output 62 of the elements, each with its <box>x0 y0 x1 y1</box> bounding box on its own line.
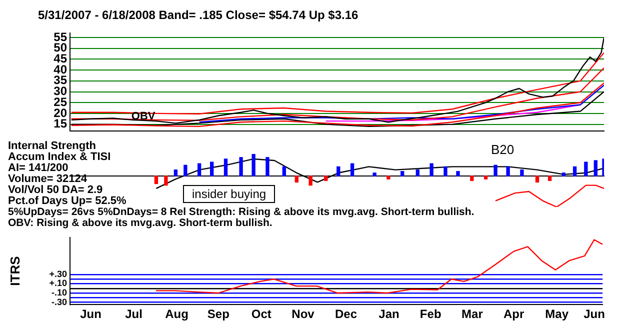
text: OBV: Rising & above its mvg.avg. Short-term bullish. <box>8 217 274 229</box>
annotation: 5%UpDays= 26vs 5%DnDays= 8 Rel Strength: Rising & above its mvg.avg. Short-term bullish. <box>8 206 476 218</box>
annotation: Pct.of Days Up= 52.5% <box>8 195 126 207</box>
bar <box>506 166 510 176</box>
annotation: insider buying <box>183 185 276 203</box>
bar <box>456 171 460 176</box>
x-tick-label: Apr <box>503 307 524 322</box>
bar <box>198 163 202 176</box>
bar <box>444 166 448 176</box>
x-tick-label: Sep <box>207 307 230 322</box>
x-tick-label: Aug <box>165 307 188 322</box>
x-tick-label: Feb <box>420 307 442 322</box>
x-tick-label: Jul <box>125 307 142 322</box>
x-tick-label: May <box>545 307 569 322</box>
annotation: B20 <box>491 142 514 157</box>
bar <box>154 176 158 184</box>
bar <box>252 154 256 176</box>
y-tick-label: +.30 <box>49 268 67 279</box>
bar <box>239 157 243 176</box>
text: Internal Strength <box>8 140 98 152</box>
bar <box>224 158 228 176</box>
bar <box>535 176 540 183</box>
bar <box>520 169 524 176</box>
bar <box>174 169 178 176</box>
bar <box>548 176 552 181</box>
bar <box>372 172 376 176</box>
bar <box>584 162 588 176</box>
bar <box>484 176 488 180</box>
bar <box>308 176 312 186</box>
y-tick-label: -.30 <box>51 296 67 307</box>
x-tick-label: Nov <box>292 307 315 322</box>
bar <box>494 164 498 176</box>
x-tick-label: Jun <box>584 307 605 322</box>
bar <box>164 176 168 186</box>
bar <box>282 166 286 176</box>
bar <box>572 166 577 176</box>
bar <box>336 166 340 176</box>
annotation: Accum Index & TISI <box>8 151 112 163</box>
x-tick-label: Mar <box>462 307 484 322</box>
y-tick-label: -.10 <box>51 288 67 298</box>
x-tick-label: Jan <box>378 307 400 322</box>
x-tick-label: Oct <box>251 307 272 322</box>
bar <box>400 171 404 176</box>
y-axis-title: ITRS <box>7 256 22 286</box>
bar <box>416 169 420 176</box>
bar <box>470 176 474 181</box>
bar <box>210 162 214 176</box>
text: AI= 141/200 <box>8 162 70 174</box>
bar <box>350 163 354 176</box>
bar <box>324 176 328 181</box>
chart-title: 5/31/2007 - 6/18/2008 Band= .185 Close= $54.74 Up $3.16 <box>37 8 360 23</box>
x-tick-label: Jun <box>80 307 102 322</box>
bar <box>294 176 298 183</box>
bar <box>594 160 598 176</box>
bar <box>386 176 390 180</box>
bar <box>562 172 566 176</box>
x-tick-label: Dec <box>334 307 358 322</box>
bar <box>266 157 270 176</box>
bar <box>184 164 188 176</box>
y-tick-label: +.10 <box>49 278 67 288</box>
bar <box>430 163 434 176</box>
annotation: Vol/Vol 50 DA= 2.9 <box>8 184 104 196</box>
